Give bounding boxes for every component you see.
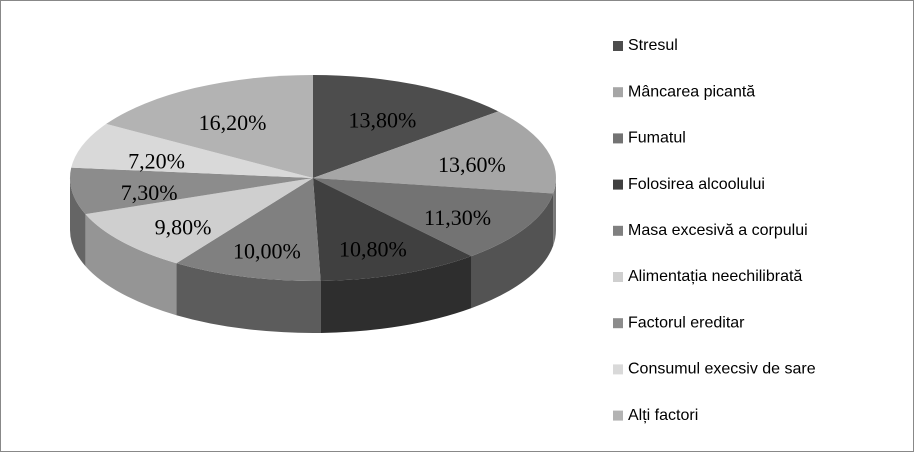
slice-side [553, 178, 556, 246]
legend-swatch [613, 272, 623, 282]
slice [313, 111, 556, 246]
slice-side [70, 178, 86, 267]
slice [313, 178, 554, 309]
slice [71, 123, 314, 178]
slice-side [471, 193, 554, 309]
legend-swatch [613, 318, 623, 329]
data-label: 7,30% [121, 180, 178, 205]
legend-swatch [613, 225, 623, 236]
legend-label: Alți factori [628, 407, 698, 424]
legend-label: Fumatul [628, 130, 686, 147]
slice-top [313, 178, 554, 257]
slice [106, 75, 313, 178]
slice [176, 178, 321, 333]
legend-label: Factorul ereditar [628, 314, 745, 331]
slice-top [176, 178, 321, 281]
legend-swatch [613, 41, 623, 51]
legend-label: Folosirea alcoolului [628, 176, 765, 193]
slice-top [313, 111, 556, 194]
data-label: 11,30% [424, 205, 491, 230]
legend-label: Stresul [628, 37, 678, 54]
data-label: 9,80% [155, 214, 212, 239]
slice-top [85, 178, 313, 264]
data-label: 13,80% [349, 107, 417, 132]
legend-label: Mâncarea picantă [628, 83, 755, 100]
data-label: 16,20% [199, 110, 267, 135]
slice [313, 178, 472, 333]
legend-swatch [613, 179, 623, 190]
slice-top [313, 75, 499, 178]
slice [70, 167, 313, 267]
slice-top [106, 75, 313, 178]
data-label: 13,60% [438, 152, 506, 177]
legend-label: Alimentația neechilibrată [628, 268, 802, 285]
legend-swatch [613, 87, 623, 98]
legend-swatch [613, 133, 623, 144]
legend-swatch [613, 410, 623, 421]
legend-swatch [613, 364, 623, 375]
slice-side [176, 263, 321, 333]
slice-top [313, 178, 472, 281]
data-label: 10,00% [233, 238, 301, 263]
data-label: 10,80% [339, 236, 407, 261]
data-label: 7,20% [128, 149, 185, 174]
slice-top [71, 123, 314, 178]
slice [85, 178, 313, 316]
slice [313, 75, 499, 178]
legend-label: Masa excesivă a corpului [628, 222, 808, 239]
slice-top [70, 167, 313, 215]
slice-side [320, 256, 472, 333]
legend-label: Consumul execsiv de sare [628, 361, 816, 378]
slice-side [85, 214, 177, 316]
